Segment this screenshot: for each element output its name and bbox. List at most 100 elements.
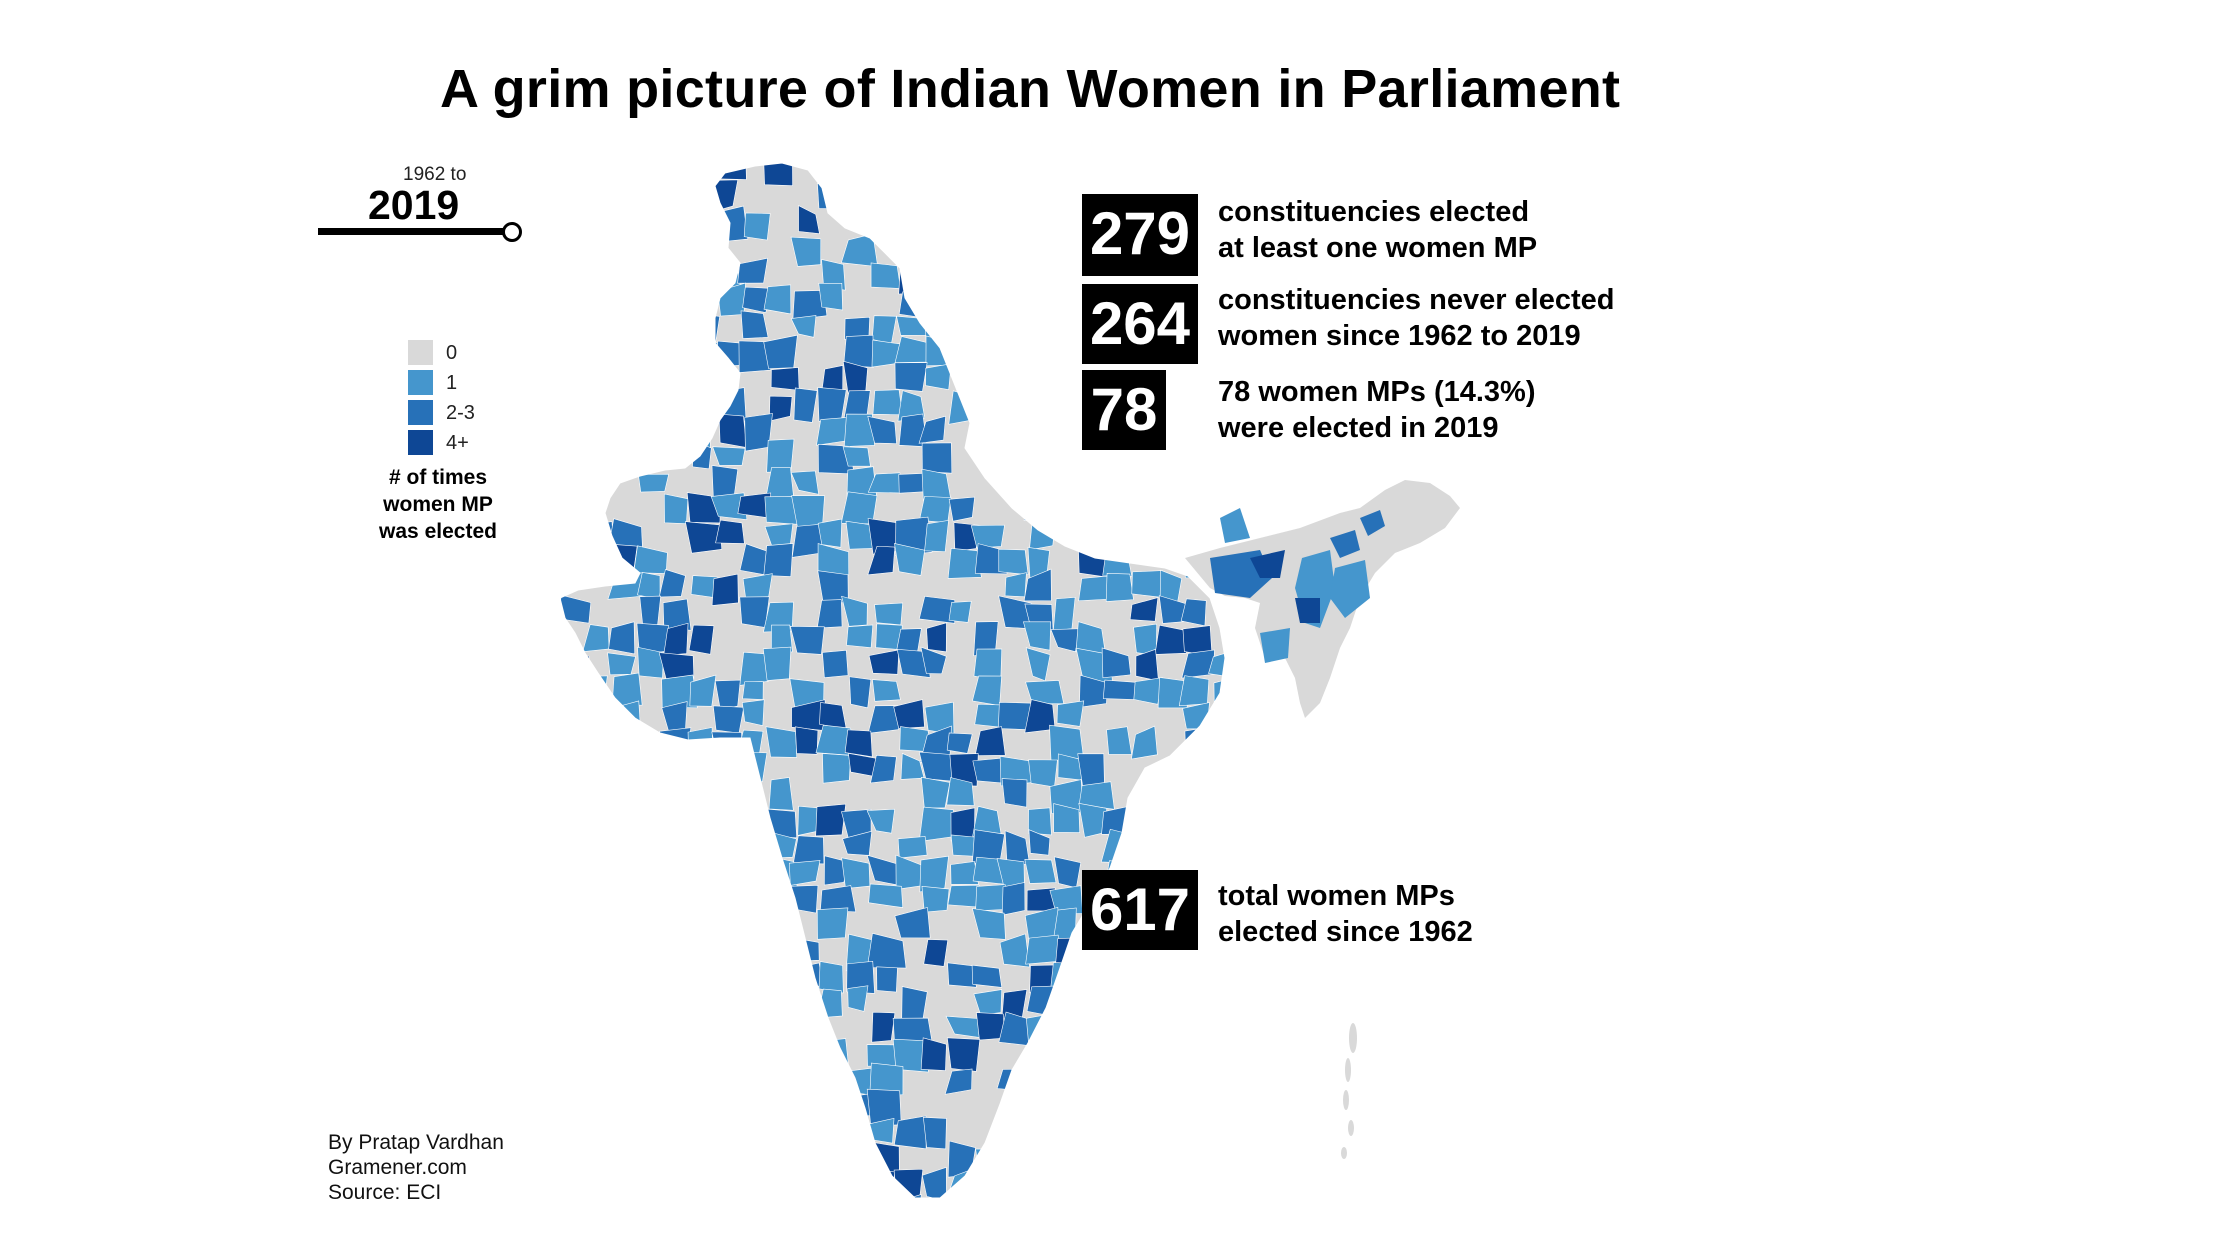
- constituency: [1024, 362, 1057, 389]
- slider-handle[interactable]: [502, 222, 522, 242]
- constituency: [685, 363, 721, 397]
- constituency: [769, 395, 793, 422]
- constituency: [665, 415, 696, 447]
- constituency: [663, 809, 693, 835]
- constituency: [687, 963, 713, 988]
- legend-label-4plus: 4+: [446, 432, 469, 454]
- slider-track[interactable]: [318, 228, 506, 235]
- constituency: [817, 543, 850, 576]
- constituency: [923, 939, 949, 967]
- constituency: [582, 754, 616, 784]
- constituency: [711, 731, 743, 758]
- constituency: [1180, 518, 1211, 552]
- constituency: [921, 442, 953, 474]
- constituency: [560, 935, 584, 966]
- constituency: [946, 732, 973, 754]
- constituency: [741, 933, 773, 964]
- credit-link[interactable]: Gramener.com: [328, 1156, 467, 1179]
- island: [1345, 1058, 1351, 1082]
- constituency: [925, 206, 952, 241]
- constituency: [945, 237, 982, 268]
- constituency: [794, 726, 819, 755]
- constituency: [1102, 550, 1133, 577]
- constituency: [1236, 967, 1259, 991]
- constituency: [606, 205, 640, 244]
- constituency: [1104, 1195, 1137, 1198]
- constituency: [742, 1090, 772, 1122]
- constituency: [639, 163, 663, 186]
- constituency: [1206, 805, 1225, 836]
- constituency: [1237, 752, 1265, 778]
- constituency: [607, 652, 636, 676]
- constituency: [687, 727, 714, 760]
- constituency: [793, 387, 818, 423]
- constituency: [846, 624, 874, 649]
- constituency: [634, 315, 668, 338]
- constituency: [689, 674, 717, 707]
- constituency: [584, 1118, 615, 1149]
- constituency: [1206, 1202, 1238, 1218]
- constituency: [901, 986, 928, 1021]
- constituency: [684, 521, 723, 554]
- constituency: [688, 1168, 719, 1195]
- constituency: [947, 884, 980, 908]
- constituency: [870, 262, 901, 289]
- constituency: [974, 726, 1006, 756]
- constituency: [1129, 597, 1159, 622]
- constituency: [790, 470, 820, 495]
- constituency: [975, 884, 1006, 912]
- constituency: [586, 831, 608, 863]
- constituency: [1022, 336, 1055, 369]
- stat-line: constituencies elected: [1218, 196, 1530, 228]
- legend-label-0: 0: [446, 342, 458, 364]
- constituency: [686, 777, 718, 807]
- constituency: [715, 519, 745, 544]
- constituency: [560, 912, 585, 944]
- constituency: [685, 910, 716, 943]
- constituency: [894, 543, 925, 576]
- constituency: [611, 672, 643, 706]
- constituency-ne: [1250, 550, 1285, 578]
- constituency: [976, 256, 1008, 294]
- constituency: [1237, 1168, 1259, 1199]
- constituency: [975, 230, 1006, 269]
- constituency: [1104, 519, 1134, 552]
- constituency: [763, 284, 792, 315]
- constituency: [867, 545, 896, 576]
- constituency: [768, 1200, 798, 1218]
- constituency: [583, 548, 612, 575]
- constituency-ne: [1295, 598, 1320, 623]
- constituency: [637, 473, 670, 493]
- constituency: [821, 259, 846, 291]
- constituency: [874, 602, 904, 626]
- constituency: [893, 699, 925, 729]
- constituency: [768, 986, 791, 1023]
- year-slider[interactable]: 1962 to 2019: [318, 162, 528, 242]
- constituency: [789, 626, 825, 655]
- constituency: [944, 283, 979, 320]
- constituency: [665, 283, 695, 318]
- constituency: [1152, 519, 1184, 546]
- constituency: [632, 783, 662, 812]
- constituency: [921, 885, 950, 913]
- constituency: [867, 415, 897, 444]
- constituency: [1023, 568, 1052, 602]
- legend: 0 1 2-3 4+ # of times women MP was elect…: [379, 340, 568, 543]
- constituency: [894, 236, 928, 263]
- constituency: [920, 776, 951, 809]
- constituency: [686, 830, 716, 857]
- andaman-islands: [1341, 1023, 1357, 1159]
- constituency: [1232, 677, 1259, 709]
- constituency: [587, 963, 612, 989]
- constituency: [771, 624, 793, 654]
- constituency: [712, 705, 745, 734]
- constituency: [1053, 185, 1085, 219]
- constituency: [998, 362, 1030, 395]
- constituency: [607, 1196, 636, 1198]
- constituency: [997, 205, 1024, 240]
- constituency: [870, 163, 898, 188]
- constituency: [639, 1066, 662, 1093]
- constituency: [632, 182, 667, 213]
- constituency: [608, 445, 641, 479]
- constituency: [663, 935, 693, 968]
